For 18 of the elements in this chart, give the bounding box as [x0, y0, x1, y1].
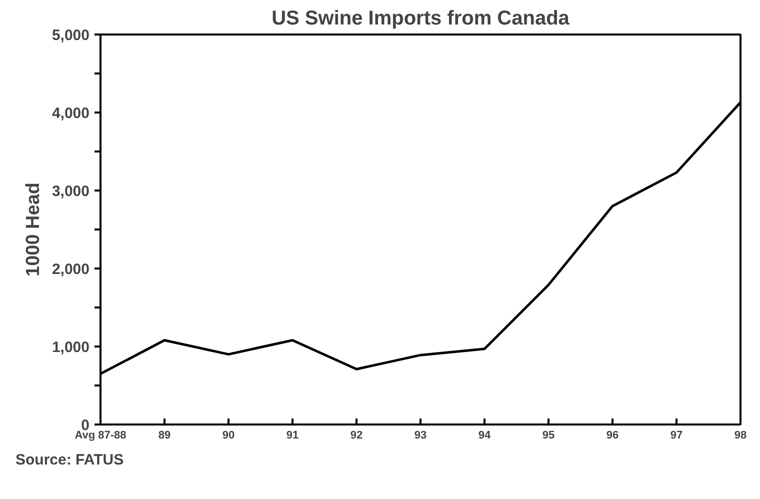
- x-tick-label: 91: [286, 430, 299, 442]
- x-tick-label: 90: [222, 430, 235, 442]
- y-tick-label: 5,000: [52, 27, 90, 44]
- x-tick-label: 95: [542, 430, 555, 442]
- x-tick-label: 98: [734, 430, 747, 442]
- x-tick-label: 96: [606, 430, 619, 442]
- x-tick-label: 93: [414, 430, 427, 442]
- x-tick-label: 92: [350, 430, 363, 442]
- y-tick-label: 3,000: [52, 183, 90, 200]
- y-axis-title: 1000 Head: [22, 182, 44, 277]
- chart-title: US Swine Imports from Canada: [272, 8, 570, 30]
- x-tick-label: 89: [158, 430, 171, 442]
- x-tick-label: 94: [478, 430, 492, 442]
- y-tick-label: 4,000: [52, 105, 90, 122]
- y-tick-label: 1,000: [52, 339, 90, 356]
- x-tick-label: 97: [670, 430, 683, 442]
- y-tick-label: 2,000: [52, 261, 90, 278]
- source-note: Source: FATUS: [16, 452, 124, 468]
